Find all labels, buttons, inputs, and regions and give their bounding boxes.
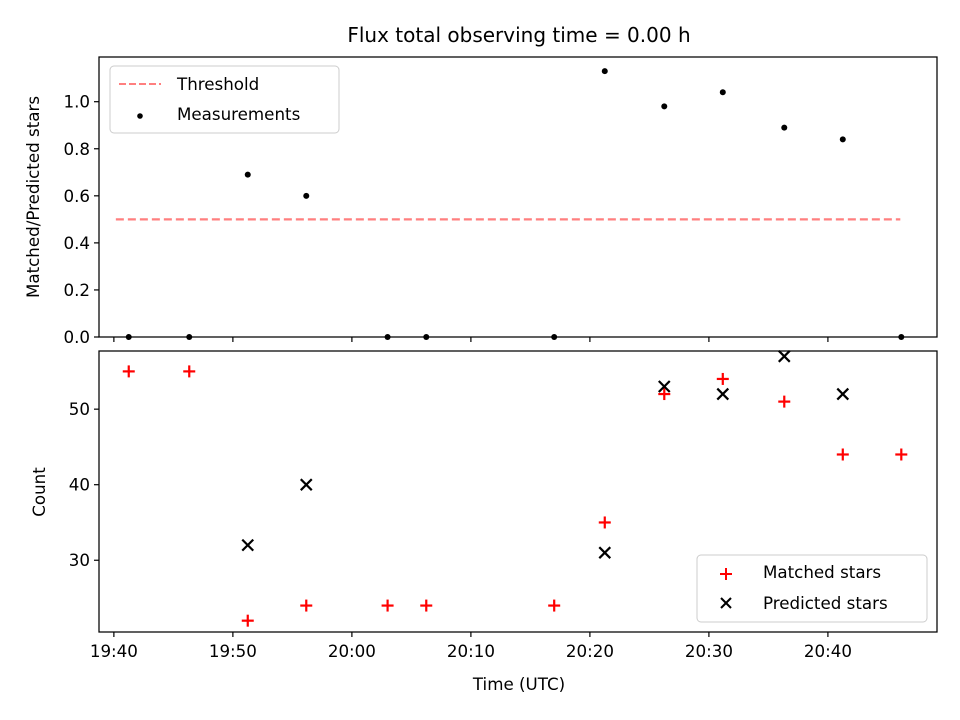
top-ytick-label: 0.2 bbox=[63, 280, 90, 300]
bottom-ytick-label: 40 bbox=[69, 475, 90, 495]
predicted-stars-point bbox=[299, 478, 313, 491]
predicted-stars-point bbox=[836, 387, 850, 401]
matched-stars-point bbox=[836, 448, 849, 461]
matched-stars-point bbox=[300, 599, 313, 612]
top-title: Flux total observing time = 0.00 h bbox=[347, 23, 690, 47]
top-ylabel: Matched/Predicted stars bbox=[23, 96, 43, 298]
measurement-point bbox=[303, 192, 310, 199]
predicted-stars-point bbox=[598, 546, 612, 559]
bottom-legend-box bbox=[696, 554, 928, 623]
matched-stars-point bbox=[778, 395, 791, 408]
legend-predicted-label: Predicted stars bbox=[763, 593, 888, 613]
matched-stars-point bbox=[658, 388, 671, 401]
predicted-stars-point bbox=[658, 380, 671, 393]
x-b bbox=[299, 478, 313, 491]
top-ytick-label: 1.0 bbox=[63, 92, 90, 112]
top-ytick-label: 0.0 bbox=[63, 327, 90, 347]
bottom-xtick-label: 20:00 bbox=[328, 641, 376, 661]
top-plot-area: 0.0 0.2 0.4 0.6 0.8 1.0 bbox=[63, 68, 905, 347]
matched-stars-point bbox=[548, 599, 561, 612]
x-b bbox=[836, 387, 850, 401]
top-ytick-label: 0.6 bbox=[63, 186, 90, 206]
x-b bbox=[716, 387, 730, 401]
measurement-point bbox=[781, 124, 788, 131]
predicted-stars-point bbox=[777, 350, 791, 363]
matched-stars-point bbox=[122, 365, 135, 378]
bottom-xlabel: Time (UTC) bbox=[472, 674, 565, 694]
x-b bbox=[658, 380, 671, 393]
matched-stars-point bbox=[598, 516, 611, 529]
bottom-ytick-label: 30 bbox=[69, 550, 90, 570]
top-legend: Threshold Measurements bbox=[109, 65, 340, 134]
bottom-xtick-label: 19:40 bbox=[90, 641, 138, 661]
top-axes-frame bbox=[98, 56, 938, 338]
predicted-stars-point bbox=[241, 538, 255, 552]
x-b bbox=[777, 350, 791, 363]
matched-stars-point bbox=[716, 372, 729, 385]
predicted-stars-point bbox=[716, 387, 730, 401]
legend-threshold-label: Threshold bbox=[176, 74, 259, 94]
top-legend-box bbox=[109, 65, 340, 134]
bottom-axes-frame bbox=[98, 350, 938, 633]
x-b bbox=[241, 538, 255, 552]
top-panel: Flux total observing time = 0.00 h Match… bbox=[23, 23, 938, 347]
bottom-plot-area: 19:40 19:50 20:00 20:10 20:20 20:30 20:40 30 40 5… bbox=[69, 350, 908, 661]
bottom-xtick-label: 19:50 bbox=[209, 641, 257, 661]
legend-measurements-label: Measurements bbox=[177, 104, 300, 124]
legend-matched-swatch bbox=[720, 568, 732, 580]
matched-stars-point bbox=[895, 448, 908, 461]
measurement-point bbox=[601, 68, 608, 75]
bottom-xtick-label: 20:30 bbox=[685, 641, 733, 661]
bottom-legend: Matched stars Predicted stars bbox=[696, 554, 928, 623]
matched-stars-point bbox=[420, 599, 433, 612]
measurement-point bbox=[839, 136, 846, 143]
legend-matched-label: Matched stars bbox=[763, 562, 881, 582]
bottom-ytick-label: 50 bbox=[69, 399, 90, 419]
measurement-point bbox=[244, 171, 251, 178]
measurement-point bbox=[719, 89, 726, 96]
bottom-panel: Count Time (UTC) 19:40 19:50 20:00 20:10 20:… bbox=[29, 350, 938, 694]
top-ytick-label: 0.8 bbox=[63, 139, 90, 159]
matched-stars-point bbox=[241, 614, 254, 627]
matched-stars-point bbox=[381, 599, 394, 612]
matched-stars-point bbox=[183, 365, 196, 378]
top-ytick-label: 0.4 bbox=[63, 233, 90, 253]
measurement-point bbox=[661, 103, 668, 110]
bottom-xtick-label: 20:10 bbox=[447, 641, 495, 661]
bottom-ylabel: Count bbox=[29, 467, 49, 517]
bottom-xtick-label: 20:20 bbox=[566, 641, 614, 661]
x-b bbox=[598, 546, 612, 559]
legend-measurements-swatch bbox=[137, 113, 143, 119]
legend-predicted-swatch bbox=[720, 597, 732, 609]
bottom-xtick-label: 20:40 bbox=[804, 641, 852, 661]
